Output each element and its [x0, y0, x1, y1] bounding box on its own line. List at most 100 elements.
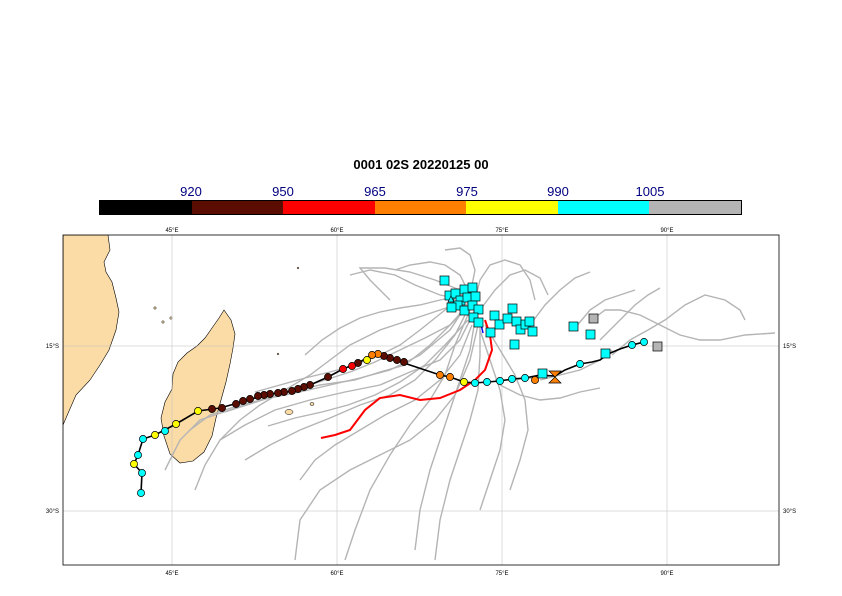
- forecast-point: [139, 435, 147, 443]
- forecast-point: [363, 356, 371, 364]
- ensemble-track: [299, 324, 473, 481]
- forecast-point: [151, 431, 159, 439]
- lat-tick-label: 30°S: [783, 509, 796, 515]
- colorbar-segment: [100, 201, 192, 214]
- africa-landmass: [63, 235, 120, 426]
- ensemble-track: [479, 269, 549, 311]
- final-position-marker: [446, 302, 457, 313]
- final-position-marker: [537, 368, 548, 379]
- final-position-marker: [468, 312, 479, 323]
- final-position-marker: [568, 321, 579, 332]
- final-position-marker: [459, 284, 470, 295]
- ensemble-track: [349, 269, 466, 301]
- ensemble-track: [304, 294, 466, 356]
- colorbar-segment: [466, 201, 558, 214]
- island: [296, 266, 300, 270]
- forecast-point: [324, 373, 332, 381]
- final-position-marker: [585, 329, 596, 340]
- final-position-marker: [462, 292, 473, 303]
- forecast-point: [436, 371, 444, 379]
- final-position-marker: [473, 304, 484, 315]
- chart-title: 0001 02S 20220125 00: [353, 157, 489, 172]
- final-position-marker: [489, 310, 500, 321]
- forecast-point: [640, 338, 648, 346]
- ensemble-track: [414, 319, 476, 551]
- lon-tick-label: 60°E: [330, 228, 343, 234]
- island: [269, 229, 271, 231]
- colorbar-segment: [283, 201, 375, 214]
- forecast-point: [348, 362, 356, 370]
- lat-tick-label: 30°S: [46, 509, 59, 515]
- final-position-marker: [588, 313, 599, 324]
- island-rodrigues: [309, 402, 315, 406]
- final-position-marker: [494, 319, 505, 330]
- ensemble-track: [484, 324, 529, 491]
- observed-track-line: [320, 319, 494, 439]
- colorbar-segment: [374, 201, 467, 214]
- final-position-marker: [502, 313, 513, 324]
- forecast-point: [400, 358, 408, 366]
- colorbar-label: 975: [456, 184, 478, 199]
- ensemble-track: [591, 309, 776, 341]
- lon-tick-labels: 45°E 60°E 75°E 90°E 45°E 60°E 75°E 90°E: [165, 228, 673, 577]
- ensemble-track: [434, 320, 481, 561]
- forecast-point: [208, 405, 216, 413]
- lon-tick-label: 75°E: [495, 228, 508, 234]
- forecast-point: [137, 489, 145, 497]
- colorbar-label: 920: [180, 184, 202, 199]
- forecast-point: [508, 375, 516, 383]
- lon-tick-label: 45°E: [165, 571, 178, 577]
- lon-tick-label: 75°E: [495, 571, 508, 577]
- forecast-point: [218, 404, 226, 412]
- final-position-marker: [511, 316, 522, 327]
- ensemble-track: [294, 324, 479, 561]
- forecast-point: [194, 407, 202, 415]
- forecast-point: [274, 389, 282, 397]
- final-position-marker: [439, 275, 450, 286]
- ensemble-track: [444, 247, 476, 296]
- colorbar-label: 990: [547, 184, 569, 199]
- island: [276, 352, 280, 356]
- forecast-track: [130, 338, 648, 497]
- lon-tick-label: 90°E: [660, 228, 673, 234]
- final-position-marker: [507, 303, 518, 314]
- ensemble-track: [599, 287, 661, 341]
- ensemble-track: [194, 299, 471, 491]
- map-frame: [62, 234, 780, 566]
- colorbar-segment: [557, 201, 650, 214]
- ensemble-track: [267, 319, 469, 427]
- final-position-marker: [515, 324, 526, 335]
- ensemble-track: [394, 261, 471, 296]
- forecast-point: [483, 378, 491, 386]
- forecast-point: [130, 460, 138, 468]
- forecast-point: [446, 373, 454, 381]
- ensemble-track: [224, 299, 473, 413]
- lon-tick-label: 45°E: [165, 228, 178, 234]
- forecast-point: [172, 420, 180, 428]
- forecast-point: [232, 400, 240, 408]
- ensemble-track: [611, 294, 746, 356]
- colorbar-label: 965: [364, 184, 386, 199]
- lat-tick-labels: 15°S 30°S 15°S 30°S: [46, 344, 796, 515]
- forecast-point: [628, 341, 636, 349]
- lat-tick-label: 15°S: [783, 344, 796, 350]
- island: [153, 306, 157, 310]
- ensemble-track: [479, 329, 506, 511]
- final-position-marker: [509, 339, 520, 350]
- final-position-marker: [652, 341, 663, 352]
- final-position-marker: [459, 305, 470, 316]
- colorbar-label: 950: [272, 184, 294, 199]
- forecast-point: [496, 377, 504, 385]
- forecast-point: [161, 427, 169, 435]
- ensemble-track: [189, 299, 471, 431]
- final-position-marker: [485, 327, 496, 338]
- pressure-colorbar: [99, 200, 742, 215]
- forecast-point: [471, 379, 479, 387]
- forecast-point: [531, 376, 539, 384]
- ensemble-track: [244, 304, 471, 461]
- forecast-point: [460, 378, 468, 386]
- forecast-point: [246, 395, 254, 403]
- forecast-point: [576, 360, 584, 368]
- final-position-marker: [447, 295, 455, 303]
